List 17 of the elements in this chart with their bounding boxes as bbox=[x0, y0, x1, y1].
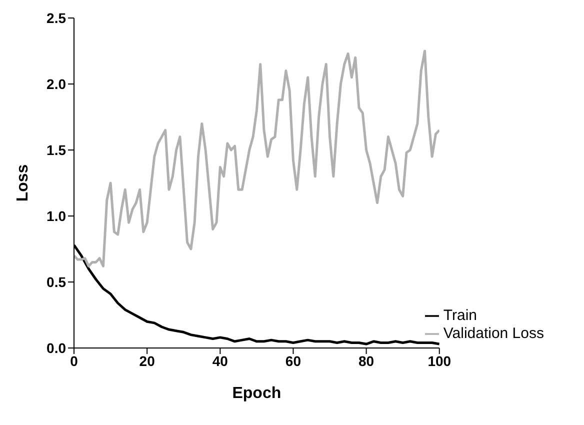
legend-label: Train bbox=[443, 307, 477, 324]
line-series bbox=[74, 50, 440, 268]
y-tick-label: 0.5 bbox=[46, 274, 66, 290]
y-tick-label: 1.5 bbox=[46, 142, 66, 158]
legend-label: Validation Loss bbox=[443, 325, 544, 342]
y-tick-label: 0.0 bbox=[46, 340, 66, 356]
x-tick-label: 0 bbox=[70, 352, 78, 369]
x-tick-label: 100 bbox=[428, 352, 452, 369]
x-axis-title: Epoch bbox=[232, 385, 282, 402]
x-tick-label: 20 bbox=[139, 352, 156, 369]
x-tick-label: 60 bbox=[285, 352, 302, 369]
x-tick-label: 80 bbox=[358, 352, 374, 369]
y-axis-title: Loss bbox=[14, 164, 32, 202]
x-tick-label: 40 bbox=[212, 352, 228, 369]
y-tick-label: 1.0 bbox=[46, 208, 66, 224]
y-tick-label: 2.0 bbox=[46, 76, 66, 92]
y-tick-label: 2.5 bbox=[46, 10, 66, 26]
